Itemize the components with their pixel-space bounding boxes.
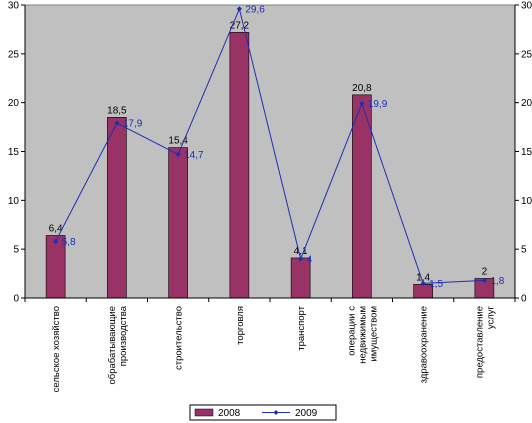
line-point-2009 (53, 238, 59, 244)
line-point-2009 (236, 6, 242, 12)
bar-data-label: 1,4 (416, 272, 430, 283)
category-label-line: здравоохранение (419, 306, 430, 383)
y-tick-label: 15 (8, 147, 20, 158)
category-label: торговля (235, 306, 246, 345)
legend: 2008 2009 (189, 404, 337, 421)
line-data-label: 1,8 (490, 276, 504, 287)
y-tick-label: 10 (8, 196, 20, 207)
y-tick-label: 20 (8, 98, 20, 109)
category-labels: сельское хозяйство обрабатывающие производ… (24, 297, 516, 392)
y2-tick-label: 5 (521, 245, 527, 256)
line-data-label: 4 (307, 254, 313, 265)
category-label: предоставление услуг (474, 305, 496, 378)
bar-data-label: 4,1 (294, 246, 308, 257)
legend-swatch-2008 (194, 408, 214, 417)
line-data-label: 17,9 (123, 119, 143, 130)
bar-data-label: 15,4 (168, 136, 188, 147)
y-tick-label: 30 (8, 1, 20, 12)
plot-area (24, 4, 516, 299)
category-label-line: операции с (346, 306, 357, 356)
line-series-2009: 5,8 17,9 14,7 29,6 4 19,9 1,5 1,8 (53, 4, 505, 290)
bar-2008 (168, 147, 188, 299)
line-data-label: 19,9 (368, 99, 388, 110)
y2-tick-label: 10 (521, 196, 532, 207)
line-point-2009 (420, 280, 426, 286)
category-label-line: обрабатывающие (107, 306, 118, 385)
y-axis-left: 0 5 10 15 20 25 30 (8, 1, 26, 305)
legend-label-2008: 2008 (218, 408, 241, 419)
bar-data-label: 6,4 (49, 223, 63, 234)
line-point-2009 (175, 151, 181, 158)
bar-2008 (352, 94, 372, 299)
bar-series-2008: 6,4 18,5 15,4 27,2 4,1 20,8 1,4 2 (45, 20, 495, 299)
y-tick-label: 5 (13, 245, 19, 256)
y2-tick-label: 15 (521, 147, 532, 158)
category-label: строительство (174, 306, 185, 370)
bar-2008 (229, 32, 250, 299)
category-label: здравоохранение (419, 306, 430, 383)
category-label-line: услуг (485, 305, 496, 329)
line-data-label: 5,8 (62, 237, 76, 248)
line-data-label: 1,5 (429, 279, 443, 290)
category-label-line: строительство (174, 306, 185, 370)
category-label: сельское хозяйство (51, 306, 62, 392)
category-label-line: имуществом (368, 306, 379, 362)
category-label: обрабатывающие производства (107, 305, 129, 384)
category-label-line: предоставление (474, 306, 485, 378)
category-label-line: производства (118, 305, 129, 366)
category-label-line: торговля (235, 306, 246, 345)
category-label-line: сельское хозяйство (51, 306, 62, 392)
bar-data-label: 20,8 (352, 83, 372, 94)
y-tick-label: 25 (8, 49, 20, 60)
legend-label-2009: 2009 (295, 408, 318, 419)
line-point-2009 (359, 101, 365, 107)
line-point-2009 (114, 120, 120, 126)
category-label: транспорт (296, 305, 307, 350)
y2-tick-label: 0 (521, 294, 527, 305)
line-point-2009 (481, 277, 487, 284)
bar-data-label: 2 (482, 266, 488, 277)
line-2009 (55, 7, 485, 284)
bar-data-label: 27,2 (230, 20, 250, 31)
legend-marker-2009 (273, 410, 279, 415)
line-point-2009 (298, 256, 304, 262)
bar-data-label: 18,5 (107, 105, 127, 116)
y2-tick-label: 25 (521, 49, 532, 60)
y-axis-right: 0 5 10 15 20 25 30 (514, 1, 532, 305)
bar-2008 (107, 117, 127, 299)
y-tick-label: 0 (13, 294, 19, 305)
category-label-line: транспорт (296, 305, 307, 350)
line-data-label: 14,7 (184, 150, 204, 161)
line-data-label: 29,6 (245, 4, 265, 15)
category-label-line: недвижимым (357, 306, 368, 364)
category-label: операции с недвижимым имуществом (346, 306, 379, 364)
y2-tick-label: 30 (521, 1, 532, 12)
y2-tick-label: 20 (521, 98, 532, 109)
